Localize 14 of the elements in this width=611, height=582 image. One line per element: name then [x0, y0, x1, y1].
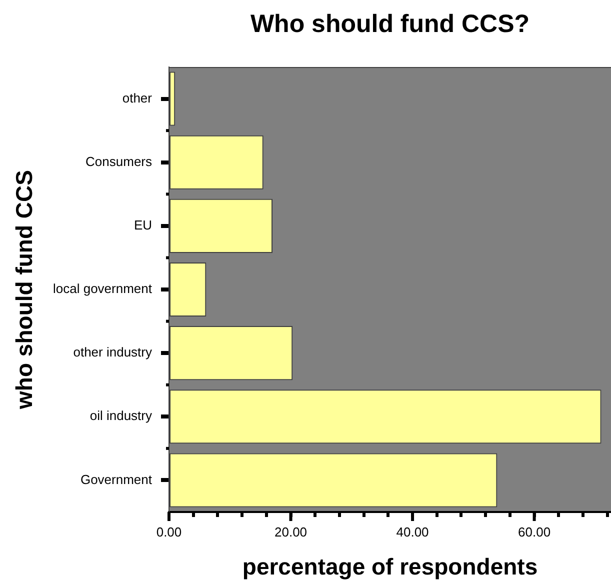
x-axis-title: percentage of respondents [242, 554, 538, 580]
y-tick-label: other industry [73, 344, 152, 360]
y-tick-label: EU [134, 218, 152, 233]
x-tick-label: 0.00 [156, 524, 182, 540]
y-axis-title: who should fund CCS [11, 170, 38, 410]
x-tick-label: 60.00 [518, 524, 551, 540]
x-tick-label: 40.00 [396, 524, 429, 540]
chart-title: Who should fund CCS? [250, 10, 530, 38]
y-tick-label: local government [53, 281, 152, 296]
y-tick-label: Consumers [86, 154, 152, 169]
x-tick-label: 20.00 [274, 524, 308, 540]
y-tick-label: oil industry [90, 408, 152, 424]
y-tick-label: other [122, 90, 153, 106]
y-tick-label: Government [80, 472, 152, 487]
